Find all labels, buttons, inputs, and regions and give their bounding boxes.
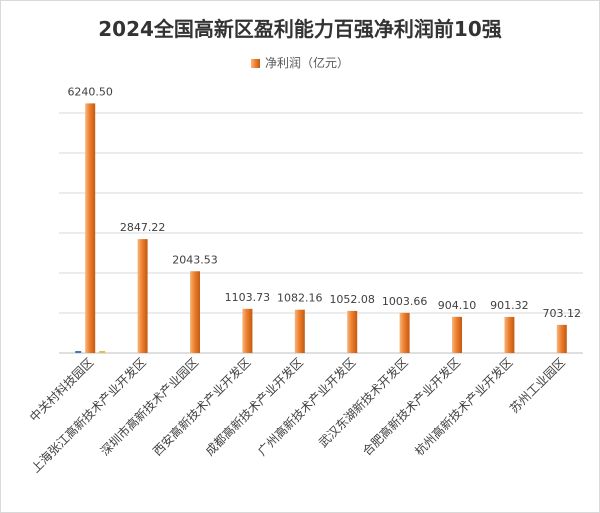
- bar: [504, 316, 515, 353]
- bar: [190, 271, 200, 353]
- legend-swatch: [250, 59, 260, 68]
- x-tick-label: 西安高新技术产业开发区: [150, 355, 254, 459]
- x-tick-label: 苏州工业园区: [507, 355, 568, 416]
- data-label: 1082.16: [277, 292, 323, 305]
- x-tick-label: 合肥高新技术产业开发区: [359, 355, 463, 459]
- x-tick-label: 杭州高新技术产业开发区: [412, 355, 516, 459]
- bar: [347, 310, 358, 353]
- bar: [242, 308, 253, 353]
- minor-bar-mark: [75, 351, 82, 353]
- minor-bar-mark: [99, 351, 106, 353]
- legend-label: 净利润（亿元）: [264, 56, 349, 70]
- bar: [294, 309, 305, 353]
- bar: [85, 103, 96, 353]
- data-label: 6240.50: [67, 85, 113, 98]
- legend: 净利润（亿元）: [1, 54, 599, 71]
- x-tick-label: 武汉东湖新技术开发区: [315, 355, 410, 450]
- bar: [399, 312, 410, 353]
- data-label: 1103.73: [225, 291, 271, 304]
- data-label: 2043.53: [172, 253, 218, 266]
- bar: [452, 316, 462, 353]
- chart-title: 2024全国高新区盈利能力百强净利润前10强: [98, 17, 502, 41]
- data-label: 1003.66: [382, 295, 428, 308]
- x-tick-label: 深圳市高新技术产业园区: [97, 355, 201, 459]
- data-label: 901.32: [490, 299, 529, 312]
- data-label: 2847.22: [120, 221, 166, 234]
- data-label: 904.10: [438, 299, 477, 312]
- bar: [137, 239, 148, 353]
- data-label: 703.12: [543, 307, 582, 320]
- x-tick-label: 成都高新技术产业开发区: [202, 355, 306, 459]
- bar: [556, 324, 567, 353]
- data-label: 1052.08: [329, 293, 375, 306]
- x-tick-label: 广州高新技术产业开发区: [254, 355, 358, 459]
